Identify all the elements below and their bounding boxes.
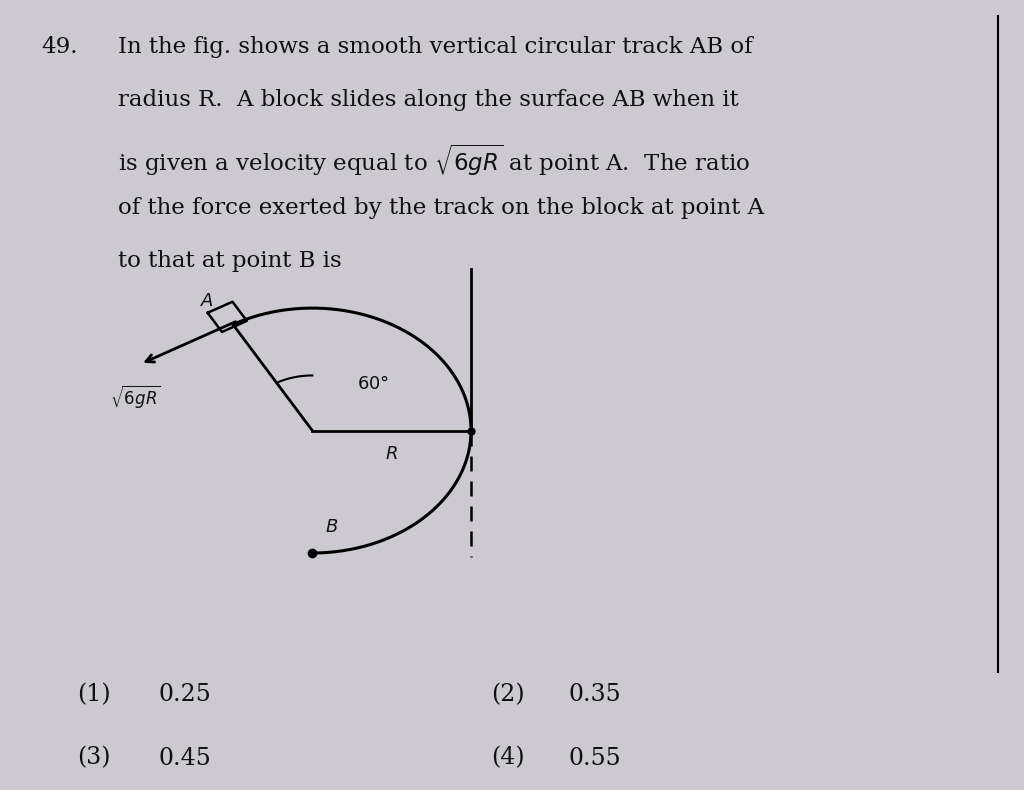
Text: $R$: $R$ <box>385 445 398 463</box>
Text: 0.25: 0.25 <box>159 683 212 706</box>
Text: (1): (1) <box>77 683 111 706</box>
Text: 0.45: 0.45 <box>159 747 212 769</box>
Text: to that at point B is: to that at point B is <box>118 250 341 273</box>
Text: $B$: $B$ <box>325 517 338 536</box>
Text: is given a velocity equal to $\sqrt{6gR}$ at point A.  The ratio: is given a velocity equal to $\sqrt{6gR}… <box>118 143 750 179</box>
Text: $\sqrt{6gR}$: $\sqrt{6gR}$ <box>110 384 161 411</box>
Text: 49.: 49. <box>41 36 78 58</box>
Text: (3): (3) <box>77 747 111 769</box>
Text: (2): (2) <box>492 683 525 706</box>
Text: (4): (4) <box>492 747 525 769</box>
Text: 0.35: 0.35 <box>568 683 621 706</box>
Text: of the force exerted by the track on the block at point A: of the force exerted by the track on the… <box>118 197 764 219</box>
Text: In the fig. shows a smooth vertical circular track AB of: In the fig. shows a smooth vertical circ… <box>118 36 753 58</box>
Text: $60°$: $60°$ <box>356 375 389 393</box>
Text: 0.55: 0.55 <box>568 747 621 769</box>
Text: $A$: $A$ <box>201 292 215 310</box>
Text: radius R.  A block slides along the surface AB when it: radius R. A block slides along the surfa… <box>118 89 738 111</box>
